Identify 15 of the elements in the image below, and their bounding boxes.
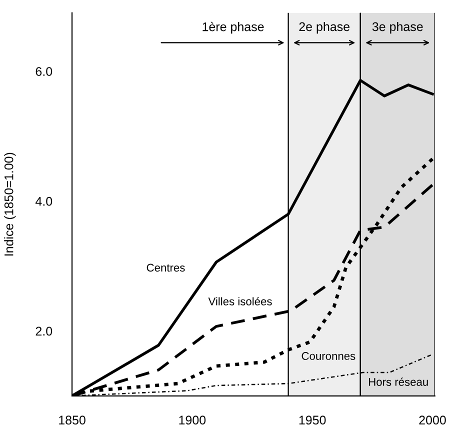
y-tick-label: 4.0 [35, 196, 52, 206]
y-tick-label: 6.0 [36, 67, 52, 76]
x-tick-label: 1850 [59, 416, 86, 425]
annotation: 1ère phase [202, 22, 264, 34]
y-tick-label: 2.0 [36, 326, 52, 336]
series-label: Hors réseau [369, 378, 428, 386]
y-axis-title: Indice (1850=1.00) [4, 152, 16, 256]
band-label: 3e phase [372, 22, 423, 34]
band-label: 2e phase [299, 22, 350, 34]
x-tick-label: 2000 [419, 416, 446, 425]
series-label: Couronnes [302, 352, 356, 360]
x-tick-label: 1900 [179, 416, 206, 425]
series-label: Centres [146, 264, 185, 272]
x-tick-label: 1950 [299, 416, 326, 425]
series-label: Villes isolées [208, 297, 272, 306]
